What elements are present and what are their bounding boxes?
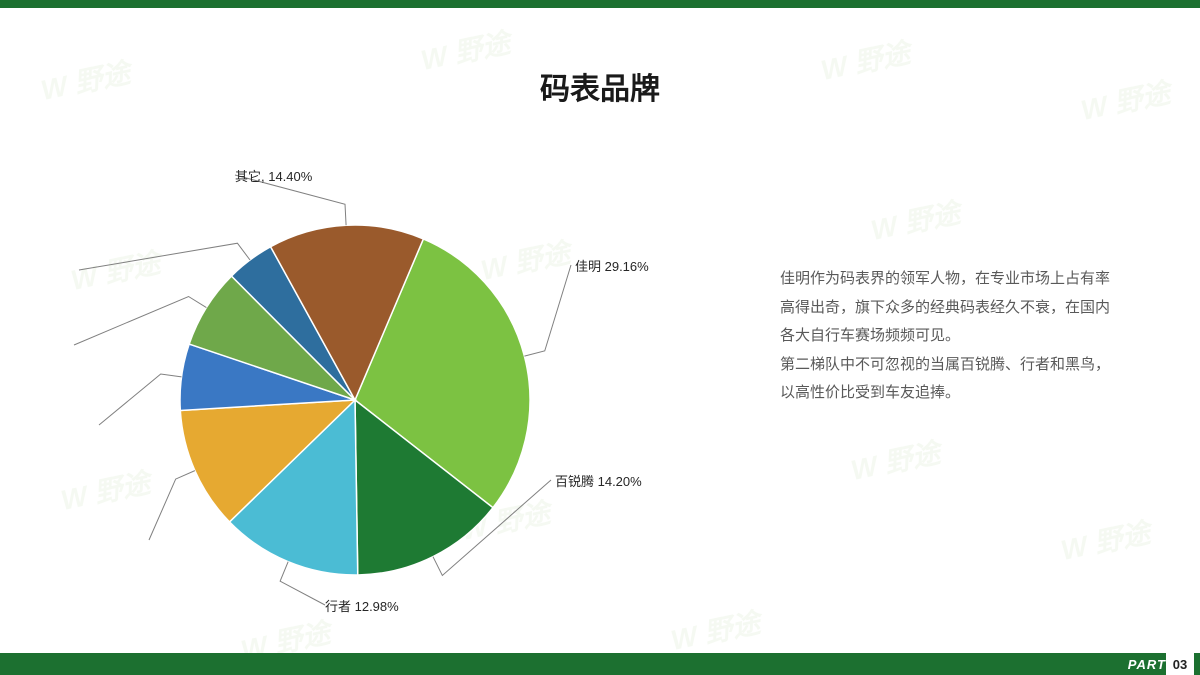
- part-label: PART: [1128, 657, 1166, 672]
- part-tag: PART: [1128, 653, 1166, 675]
- leader-line: [99, 374, 182, 425]
- slice-label: 百锐腾 14.20%: [555, 471, 642, 490]
- body-text: 佳明作为码表界的领军人物，在专业市场上占有率高得出奇，旗下众多的经典码表经久不衰…: [780, 265, 1120, 408]
- slice-label: 行者 12.98%: [325, 596, 399, 615]
- slice-label: 其它, 14.40%: [235, 166, 312, 185]
- slide: W 野途W 野途W 野途W 野途W 野途W 野途W 野途W 野途W 野途W 野途…: [0, 0, 1200, 675]
- leader-line: [79, 243, 250, 270]
- leader-line: [149, 471, 195, 540]
- leader-line: [524, 265, 571, 356]
- bottom-accent-bar: [0, 653, 1200, 675]
- slice-label: 佳明 29.16%: [575, 256, 649, 275]
- page-number: 03: [1166, 653, 1194, 675]
- leader-line: [74, 297, 206, 345]
